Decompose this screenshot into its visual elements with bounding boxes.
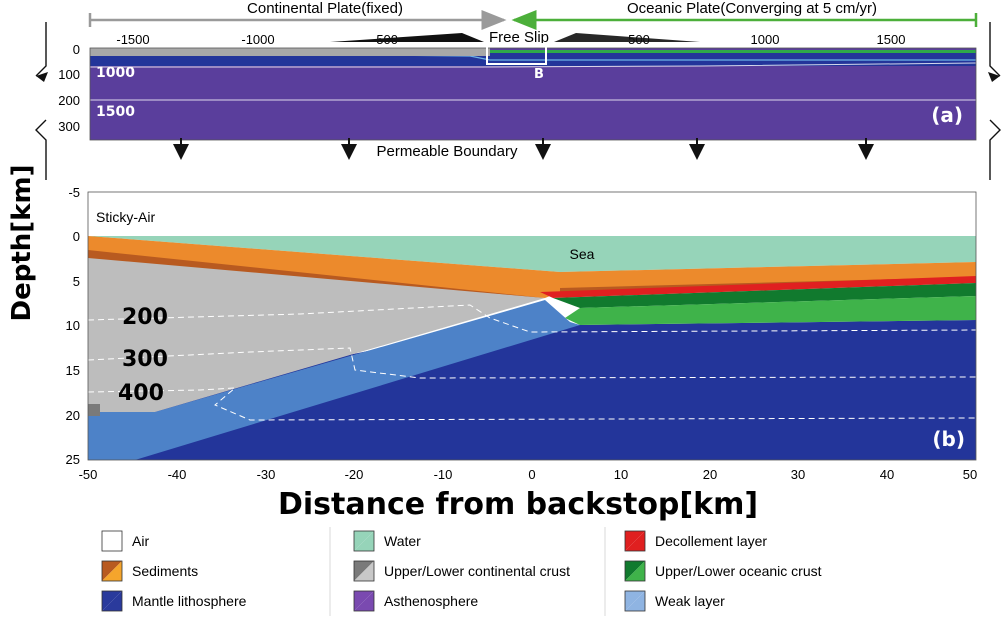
legend: Air Water Decollement layer Sediments Upper/… [101, 527, 822, 616]
legend-label: Upper/Lower continental crust [384, 563, 570, 579]
isotherm-1000-line [90, 62, 976, 68]
b-ytick: -5 [68, 185, 80, 200]
b-ytick: 25 [66, 452, 80, 467]
oceanic-upper [553, 283, 976, 308]
continental-label: Continental Plate(fixed) [247, 0, 403, 17]
legend-item: Decollement layer [624, 530, 767, 552]
b-xtick: -40 [168, 467, 187, 482]
water [88, 236, 976, 272]
permeable-arrows: Permeable Boundary [173, 138, 874, 160]
legend-label: Water [384, 533, 421, 549]
b-xtick: -30 [257, 467, 276, 482]
decollement [540, 276, 976, 298]
isotherm-300 [88, 347, 976, 379]
b-ytick: 5 [73, 274, 80, 289]
legend-item: Asthenosphere [353, 590, 478, 612]
legend-swatch [354, 531, 374, 551]
b-ytick: 10 [66, 318, 80, 333]
sea-label: Sea [570, 246, 595, 262]
side-boundary-arrows [35, 22, 1001, 180]
legend-item: Sediments [101, 560, 198, 582]
weak-layer [88, 300, 580, 460]
plate-arrows: Continental Plate(fixed) Oceanic Plate(C… [88, 0, 978, 46]
oceanic-label: Oceanic Plate(Converging at 5 cm/yr) [627, 0, 877, 17]
a-ytick: 200 [58, 93, 80, 108]
isotherm-300-label: 300 [122, 347, 168, 372]
b-xtick: 30 [791, 467, 805, 482]
b-ytick: 20 [66, 408, 80, 423]
b-xtick: 10 [614, 467, 628, 482]
legend-label: Sediments [132, 563, 198, 579]
legend-item: Air [101, 530, 149, 552]
mantle-lithosphere [88, 318, 976, 460]
x-axis-title: Distance from backstop[km] [278, 487, 758, 522]
legend-label: Upper/Lower oceanic crust [655, 563, 822, 579]
zoom-box-b [486, 43, 547, 65]
sediments-lower [88, 250, 545, 298]
isotherm-400 [88, 387, 976, 421]
oceanic-lower [565, 296, 976, 325]
a-xtick: -1500 [116, 32, 149, 47]
a-ytick: 100 [58, 67, 80, 82]
isotherm-200-label: 200 [122, 305, 168, 330]
legend-item: Upper/Lower oceanic crust [624, 560, 822, 582]
free-slip-label: Free Slip [489, 29, 549, 46]
a-ytick: 0 [73, 42, 80, 57]
a-xtick: 1500 [877, 32, 906, 47]
zoom-box-label: B [534, 67, 544, 82]
legend-swatch [102, 561, 122, 581]
isotherm-1500-label: 1500 [96, 104, 135, 120]
free-slip-arrow-left [330, 33, 484, 42]
panel-b: Sticky-Air Sea 200 300 400 (b) -5 0 5 10… [66, 185, 978, 482]
b-xtick: 40 [880, 467, 894, 482]
isotherm-400-label: 400 [118, 381, 164, 406]
legend-label: Air [132, 533, 149, 549]
isotherm-200 [88, 304, 976, 333]
legend-item: Upper/Lower continental crust [353, 560, 570, 582]
sediments [88, 236, 976, 298]
legend-label: Asthenosphere [384, 593, 478, 609]
b-xtick: -50 [79, 467, 98, 482]
a-ytick: 300 [58, 119, 80, 134]
legend-swatch [625, 591, 645, 611]
legend-label: Decollement layer [655, 533, 767, 549]
legend-item: Mantle lithosphere [101, 590, 247, 612]
b-xtick: 0 [528, 467, 535, 482]
legend-label: Mantle lithosphere [132, 593, 247, 609]
legend-item: Weak layer [624, 590, 725, 612]
legend-item: Water [353, 530, 421, 552]
b-ytick: 0 [73, 229, 80, 244]
permeable-label: Permeable Boundary [377, 143, 518, 160]
legend-swatch [354, 591, 374, 611]
panel-a-tag: (a) [931, 103, 963, 127]
legend-swatch [102, 531, 122, 551]
legend-swatch [625, 561, 645, 581]
b-xtick: -20 [345, 467, 364, 482]
free-slip-arrow-right [554, 33, 700, 42]
b-xtick: 20 [703, 467, 717, 482]
continental-crust-a [90, 48, 490, 56]
panel-b-tag: (b) [932, 427, 965, 451]
sticky-air-label: Sticky-Air [96, 209, 155, 225]
oceanic-crust-a [490, 50, 976, 53]
isotherm-1000-label: 1000 [96, 65, 135, 81]
b-ytick: 15 [66, 363, 80, 378]
legend-swatch [625, 531, 645, 551]
a-xtick: 1000 [751, 32, 780, 47]
b-xtick: -10 [434, 467, 453, 482]
legend-swatch [354, 561, 374, 581]
legend-label: Weak layer [655, 593, 725, 609]
y-axis-title: Depth[km] [7, 165, 37, 322]
a-xtick: -1000 [241, 32, 274, 47]
b-xtick: 50 [963, 467, 977, 482]
legend-swatch [102, 591, 122, 611]
panel-a: -1500 -1000 -500 500 1000 1500 0 100 200… [58, 32, 977, 141]
